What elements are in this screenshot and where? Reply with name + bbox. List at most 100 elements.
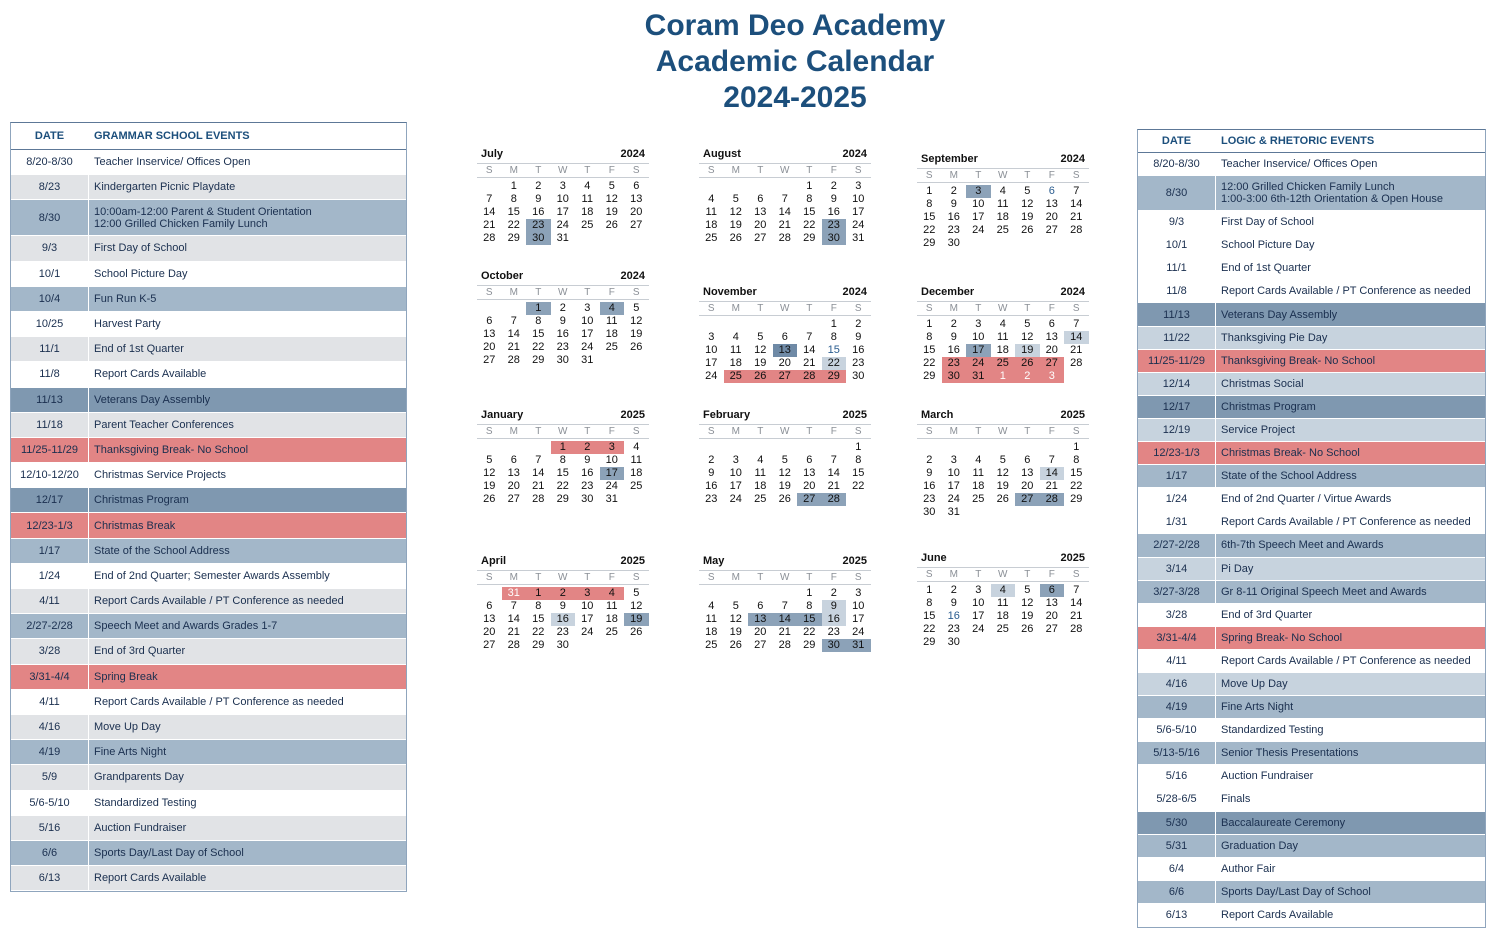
weekday-label: F [1048,170,1055,181]
calendar-day: 19 [1015,344,1040,357]
calendar-day: 16 [923,480,936,492]
calendar-day: 18 [705,626,718,638]
event-text: 12:00 Grilled Chicken Family Lunch [1221,181,1395,194]
weekday-label: T [535,165,542,176]
event-description: Move Up Day [1216,673,1485,695]
calendar-day: 9 [950,597,957,609]
calendar-day: 19 [778,480,791,492]
calendar-day: 20 [1021,480,1034,492]
calendar-day: 21 [532,480,545,492]
event-row: 3/31-4/4 Spring Break- No School [1138,626,1485,650]
event-row: 3/27-3/28 Gr 8-11 Original Speech Meet an… [1138,580,1485,604]
calendar-day: 30 [526,232,551,245]
weekday-label: T [1024,303,1031,314]
calendar-day: 28 [483,232,496,244]
calendar-day: 18 [705,219,718,231]
event-text: State of the School Address [94,544,230,557]
events-column-header: LOGIC & RHETORIC EVENTS [1221,135,1375,147]
calendar-day: 10 [605,454,618,466]
event-text: Report Cards Available / PT Conference a… [1221,285,1471,298]
calendar-day: 29 [803,639,816,651]
weekday-label: T [1024,569,1031,580]
calendar-day: 16 [581,467,594,479]
month-header: December 2024 [917,286,1089,300]
calendar-day: 15 [923,211,936,223]
calendar-day: 13 [803,467,816,479]
calendar-day: 29 [1070,493,1083,505]
calendar-day: 11 [754,467,766,479]
calendar-day: 18 [581,206,594,218]
calendar-day: 20 [507,480,520,492]
weekday-label: T [975,569,982,580]
calendar-day: 27 [630,219,643,231]
calendar-day: 17 [599,467,624,480]
next-month-day: 3 [1039,370,1064,383]
calendar-day: 27 [754,232,767,244]
event-row: 5/16 Auction Fundraiser [11,815,406,841]
weekday-label: S [632,426,640,437]
title-school: Coram Deo Academy [644,9,946,42]
weekday-label: T [975,426,982,437]
calendar-day: 17 [581,613,594,625]
prev-month-day: 31 [501,587,526,600]
event-date: 5/6-5/10 [1138,719,1216,742]
event-description: Christmas Break [89,513,406,537]
calendar-day: 1 [926,584,933,596]
weekday-label: W [558,572,568,583]
calendar-day: 16 [821,613,846,626]
weekday-label: T [584,426,591,437]
calendar-day: 19 [996,480,1009,492]
month-name: February [703,409,751,421]
calendar-day: 21 [1045,480,1058,492]
event-text: Fine Arts Night [1221,701,1294,714]
calendar-day: 17 [852,613,865,625]
calendar-day: 14 [507,328,520,340]
calendar-day: 20 [754,626,767,638]
weekday-label: M [731,572,740,583]
event-row: 11/25-11/29 Thanksgiving Break- No School [1138,349,1485,373]
event-row: 1/24 End of 2nd Quarter / Virtue Awards [1138,488,1485,512]
calendar-day: 5 [1024,584,1031,596]
calendar-day: 11 [997,597,1009,609]
weekday-label: W [780,572,790,583]
event-date: 10/1 [1138,234,1216,257]
event-row: 12/19 Service Project [1138,418,1485,443]
calendar-day: 19 [1021,610,1034,622]
calendar-day: 1 [806,587,813,599]
calendar-day: 22 [532,341,545,353]
calendar-day: 14 [532,467,545,479]
event-description: Report Cards Available / PT Conference a… [1216,280,1485,302]
weekday-label: T [975,170,982,181]
month-name: June [921,552,947,564]
event-date: 4/16 [11,714,89,740]
calendar-day: 12 [754,344,767,356]
calendar-day: 15 [1070,467,1083,479]
event-row: 3/28 End of 3rd Quarter [1138,603,1485,627]
event-date: 4/11 [11,589,89,614]
calendar-february: February 2025 S M T W T F S 1 2 3 4 5 6 7 8 9 10 11 12 13 14 15… [699,409,871,506]
event-description: Christmas Break- No School [1216,442,1485,464]
calendar-day: 30 [556,639,569,651]
calendar-april: April 2025 S M T W T F S 31 1 2 3 4 5 6 7 8 9 10 11 12 13 14 15 1… [477,555,649,652]
calendar-day: 1 [926,185,933,197]
calendar-day: 19 [729,219,742,231]
event-text: Senior Thesis Presentations [1221,747,1359,760]
calendar-day: 3 [599,441,624,454]
calendar-day: 17 [972,211,985,223]
calendar-day: 30 [947,636,960,648]
event-text: End of 2nd Quarter / Virtue Awards [1221,493,1392,506]
weekday-label: S [707,165,715,176]
calendar-may: May 2025 S M T W T F S 1 2 3 4 5 6 7 8 9 10 11 12 13 14 15 16 17 1… [699,555,871,652]
event-text: Report Cards Available / PT Conference a… [94,595,344,608]
next-month-day: 2 [1015,370,1040,383]
event-row: 5/30 Baccalaureate Ceremony [1138,811,1485,835]
calendar-day: 5 [633,302,640,314]
event-text: End of 1st Quarter [94,343,184,356]
calendar-day: 7 [1073,584,1080,596]
month-header: June 2025 [917,552,1089,566]
calendar-day: 12 [996,467,1009,479]
empty-day [748,318,773,331]
